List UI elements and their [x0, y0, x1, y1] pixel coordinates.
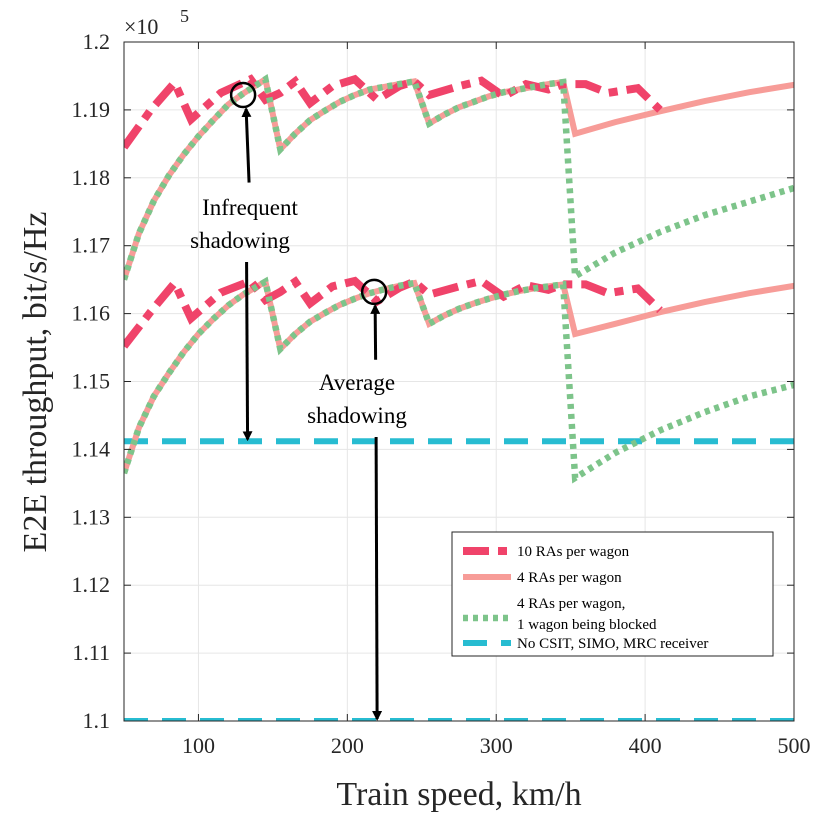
- y-tick-label: 1.1: [83, 708, 111, 733]
- legend-label-ra4: 4 RAs per wagon: [517, 570, 622, 586]
- y-tick-label: 1.11: [72, 640, 110, 665]
- exponent-power: 5: [180, 6, 189, 26]
- ticks: 100 200 300 400 500 1.1 1.11 1.12 1.13 1.14 1.15 1.…: [72, 29, 811, 758]
- x-tick-label: 200: [331, 733, 364, 758]
- x-axis-title: Train speed, km/h: [336, 776, 581, 813]
- annotation-label: shadowing: [190, 228, 290, 253]
- y-tick-label: 1.2: [83, 29, 111, 54]
- legend-label-ra4blocked: 1 wagon being blocked: [517, 617, 657, 633]
- series-layer: [124, 74, 794, 721]
- y-tick-label: 1.13: [72, 504, 111, 529]
- annotation-label: shadowing: [307, 403, 407, 428]
- legend-label-nocsit: No CSIT, SIMO, MRC receiver: [517, 636, 708, 652]
- annotations: Infrequent shadowing Average shadowing: [190, 81, 407, 721]
- annotation-arrow-up: [241, 106, 252, 183]
- annotation-circle: [360, 278, 388, 306]
- annotation-label: Average: [319, 370, 395, 395]
- x-tick-label: 100: [182, 733, 215, 758]
- exponent-base: ×10: [124, 14, 158, 39]
- y-axis-title: E2E throughput, bit/s/Hz: [17, 212, 54, 553]
- y-tick-label: 1.16: [72, 301, 111, 326]
- legend-label-ra10: 10 RAs per wagon: [517, 544, 630, 560]
- annotation-arrow-down: [372, 436, 383, 721]
- annotation-circle: [229, 81, 257, 109]
- y-tick-label: 1.18: [72, 165, 111, 190]
- annotation-label: Infrequent: [202, 195, 298, 220]
- legend: 10 RAs per wagon 4 RAs per wagon 4 RAs per…: [451, 531, 774, 657]
- x-tick-label: 400: [629, 733, 662, 758]
- y-tick-label: 1.17: [72, 233, 111, 258]
- y-tick-label: 1.12: [72, 572, 111, 597]
- x-tick-label: 500: [778, 733, 811, 758]
- series-line-ra4blocked-average: [124, 276, 794, 484]
- y-exponent-label: ×10 5: [124, 6, 189, 39]
- y-tick-label: 1.19: [72, 97, 111, 122]
- x-tick-label: 300: [480, 733, 513, 758]
- annotation-arrow-down: [242, 261, 253, 442]
- series-line-ra4blocked-infrequent: [124, 74, 794, 282]
- series-line-ra10-average: [124, 275, 663, 349]
- y-tick-label: 1.14: [72, 436, 111, 461]
- legend-label-ra4blocked: 4 RAs per wagon,: [517, 596, 625, 612]
- y-tick-label: 1.15: [72, 369, 111, 394]
